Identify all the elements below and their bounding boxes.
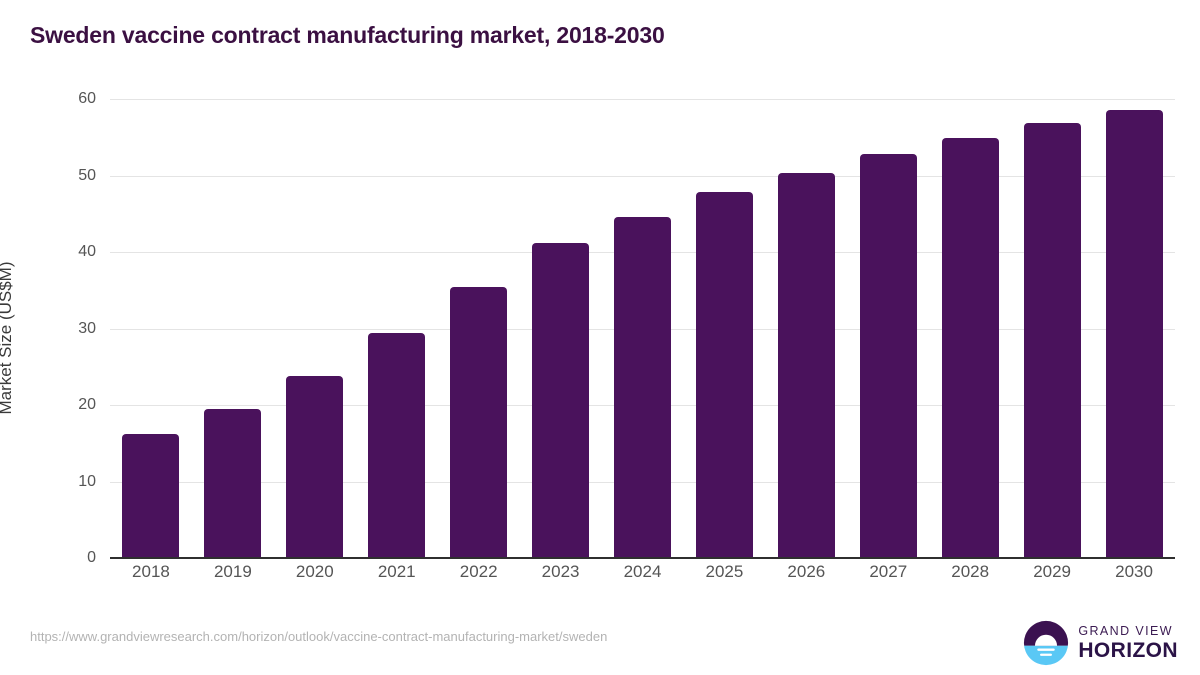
bar-slot bbox=[192, 99, 274, 558]
bar-slot bbox=[929, 99, 1011, 558]
x-tick-label: 2024 bbox=[623, 562, 662, 581]
y-tick-label: 60 bbox=[78, 90, 96, 107]
x-tick-label: 2021 bbox=[377, 562, 416, 581]
bar-slot bbox=[602, 99, 684, 558]
bar-slot bbox=[847, 99, 929, 558]
x-tick-label: 2025 bbox=[705, 562, 744, 581]
bar[interactable] bbox=[368, 333, 426, 558]
x-tick-label: 2030 bbox=[1115, 562, 1153, 581]
bar-series bbox=[110, 99, 1175, 558]
bar[interactable] bbox=[532, 242, 590, 558]
x-tick-label: 2027 bbox=[869, 562, 908, 581]
brand-logo-line2: HORIZON bbox=[1078, 639, 1178, 663]
x-tick-label: 2019 bbox=[213, 562, 252, 581]
bar[interactable] bbox=[613, 216, 671, 558]
y-tick-label: 20 bbox=[78, 396, 96, 413]
brand-logo-text: GRAND VIEW HORIZON bbox=[1078, 625, 1178, 662]
brand-logo[interactable]: GRAND VIEW HORIZON bbox=[1023, 620, 1178, 666]
x-axis-line bbox=[110, 557, 1175, 559]
x-tick-label: 2026 bbox=[787, 562, 826, 581]
x-tick-label: 2023 bbox=[541, 562, 580, 581]
brand-logo-line1: GRAND VIEW bbox=[1078, 623, 1173, 638]
bar-slot bbox=[110, 99, 192, 558]
gridline bbox=[110, 99, 1175, 100]
x-tick-label: 2022 bbox=[459, 562, 498, 581]
bar[interactable] bbox=[286, 375, 344, 558]
y-tick-label: 40 bbox=[78, 243, 96, 260]
y-tick-label: 30 bbox=[78, 319, 96, 337]
bar-slot bbox=[765, 99, 847, 558]
x-tick-label: 2029 bbox=[1033, 562, 1072, 581]
bar[interactable] bbox=[777, 173, 835, 558]
bar[interactable] bbox=[1023, 123, 1081, 558]
bar[interactable] bbox=[695, 192, 753, 558]
bar[interactable] bbox=[204, 408, 262, 558]
bar-slot bbox=[438, 99, 520, 558]
bar-slot bbox=[274, 99, 356, 558]
bar[interactable] bbox=[450, 287, 508, 558]
x-tick-label: 2020 bbox=[295, 562, 334, 581]
bar[interactable] bbox=[859, 154, 917, 558]
plot-area bbox=[110, 99, 1175, 559]
y-tick-label: 50 bbox=[78, 166, 96, 184]
bar-slot bbox=[520, 99, 602, 558]
bar[interactable] bbox=[122, 434, 180, 558]
y-tick-label: 0 bbox=[87, 549, 96, 566]
bar[interactable] bbox=[941, 138, 999, 558]
bar-slot bbox=[1093, 99, 1175, 558]
bar-slot bbox=[683, 99, 765, 558]
gridline bbox=[110, 175, 1175, 177]
bar-slot bbox=[356, 99, 438, 558]
page-title: Sweden vaccine contract manufacturing ma… bbox=[30, 22, 665, 48]
bar[interactable] bbox=[1105, 110, 1163, 558]
y-tick-label: 10 bbox=[78, 472, 96, 490]
x-axis-ticks: 2018 2019 2020 2021 2022 2023 2024 2025 2026 2027… bbox=[110, 562, 1175, 582]
horizon-sun-circle-icon bbox=[1024, 620, 1069, 666]
x-tick-label: 2018 bbox=[132, 562, 170, 581]
x-tick-label: 2028 bbox=[951, 562, 990, 581]
source-url[interactable]: https://www.grandviewresearch.com/horizo… bbox=[30, 629, 608, 644]
bar-slot bbox=[1011, 99, 1093, 558]
